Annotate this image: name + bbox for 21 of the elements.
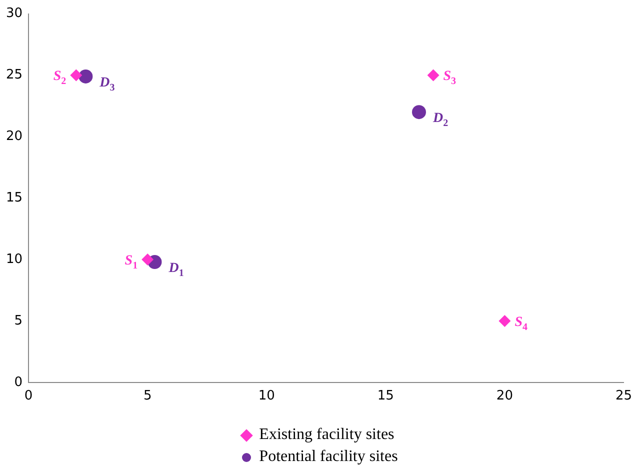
x-tick-label: 10 — [258, 388, 275, 404]
point — [142, 254, 154, 266]
y-tick-label: 25 — [6, 68, 23, 83]
x-tick-label: 5 — [143, 388, 152, 404]
y-tick-label: 5 — [14, 313, 23, 328]
point — [427, 69, 440, 82]
x-tick-label: 20 — [496, 388, 513, 404]
point — [78, 69, 93, 84]
legend-label: Existing facility sites — [259, 426, 394, 444]
x-tick-label: 25 — [615, 388, 632, 404]
y-tick-label: 15 — [6, 190, 23, 206]
y-tick-label: 30 — [6, 6, 23, 22]
x-tick-label: 0 — [24, 388, 33, 404]
point — [412, 105, 426, 120]
y-tick-label: 10 — [6, 252, 23, 267]
x-tick-label: 15 — [377, 388, 394, 404]
point — [70, 69, 82, 82]
y-tick-label: 0 — [14, 374, 23, 390]
legend-label: Potential facility sites — [259, 448, 398, 466]
y-tick-label: 20 — [6, 129, 23, 144]
point — [498, 314, 511, 327]
